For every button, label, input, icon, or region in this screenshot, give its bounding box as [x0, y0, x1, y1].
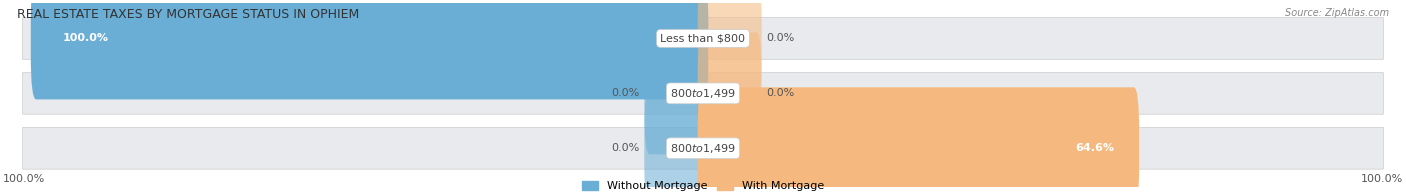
- FancyBboxPatch shape: [697, 0, 762, 99]
- Text: 64.6%: 64.6%: [1074, 143, 1114, 153]
- FancyBboxPatch shape: [22, 127, 1384, 169]
- Text: 0.0%: 0.0%: [766, 88, 794, 98]
- Text: 0.0%: 0.0%: [766, 34, 794, 44]
- Text: 100.0%: 100.0%: [3, 174, 45, 184]
- Text: REAL ESTATE TAXES BY MORTGAGE STATUS IN OPHIEM: REAL ESTATE TAXES BY MORTGAGE STATUS IN …: [17, 8, 359, 21]
- FancyBboxPatch shape: [644, 87, 709, 196]
- Legend: Without Mortgage, With Mortgage: Without Mortgage, With Mortgage: [578, 177, 828, 196]
- Text: 100.0%: 100.0%: [63, 34, 108, 44]
- Text: $800 to $1,499: $800 to $1,499: [671, 87, 735, 100]
- FancyBboxPatch shape: [697, 32, 762, 154]
- FancyBboxPatch shape: [22, 73, 1384, 114]
- FancyBboxPatch shape: [697, 87, 1139, 196]
- Text: Source: ZipAtlas.com: Source: ZipAtlas.com: [1285, 8, 1389, 18]
- FancyBboxPatch shape: [644, 32, 709, 154]
- Text: 0.0%: 0.0%: [612, 143, 640, 153]
- Text: $800 to $1,499: $800 to $1,499: [671, 142, 735, 155]
- Text: 100.0%: 100.0%: [1361, 174, 1403, 184]
- FancyBboxPatch shape: [31, 0, 709, 99]
- FancyBboxPatch shape: [22, 18, 1384, 59]
- Text: 0.0%: 0.0%: [612, 88, 640, 98]
- Text: Less than $800: Less than $800: [661, 34, 745, 44]
